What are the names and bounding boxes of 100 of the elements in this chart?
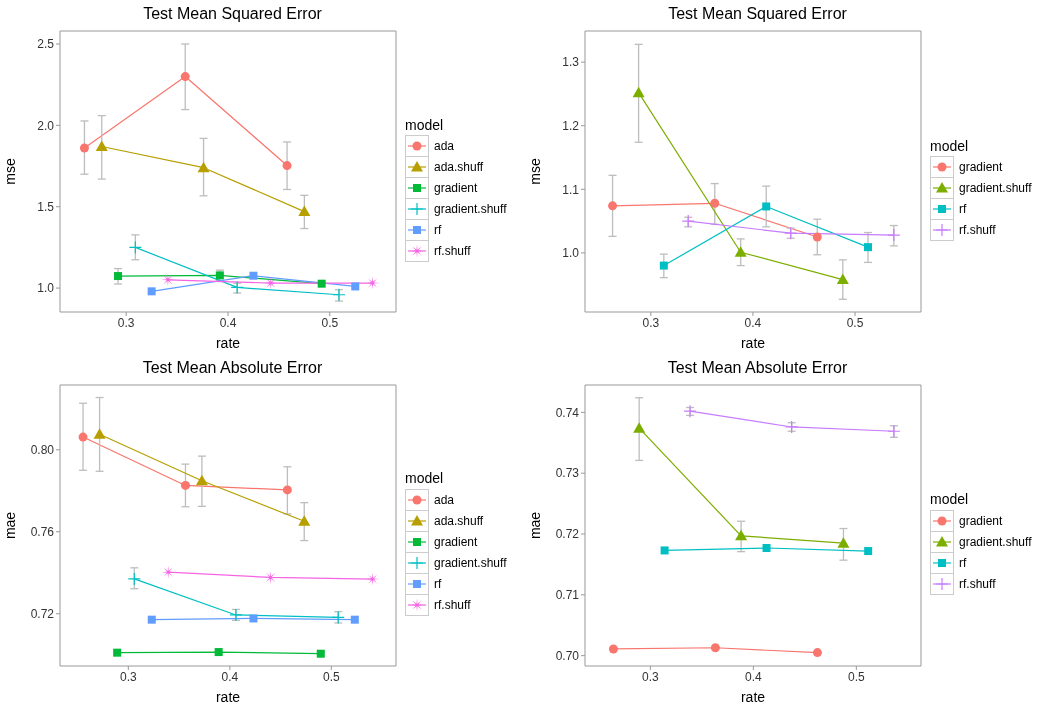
point xyxy=(127,571,141,585)
y-tick-label: 0.74 xyxy=(555,405,580,420)
point xyxy=(249,613,258,622)
point xyxy=(735,529,748,540)
point xyxy=(95,140,108,152)
legend-label: rf xyxy=(959,555,967,570)
point xyxy=(762,202,771,211)
point xyxy=(195,474,208,485)
point xyxy=(147,615,156,624)
legend-label: gradient.shuff xyxy=(959,181,1032,195)
point xyxy=(79,143,89,153)
x-axis-title: rate xyxy=(740,688,766,705)
point xyxy=(837,536,850,548)
point xyxy=(128,240,142,254)
y-tick-label: 2.5 xyxy=(37,37,55,52)
legend-label: rf.shuff xyxy=(434,597,471,612)
x-tick-label: 0.3 xyxy=(642,669,660,684)
y-tick-label: 1.0 xyxy=(562,246,580,261)
legend-label: rf xyxy=(434,576,442,591)
y-tick-label: 1.1 xyxy=(562,182,580,197)
point xyxy=(180,72,190,82)
point xyxy=(608,643,618,653)
point xyxy=(298,205,311,217)
y-axis-title: mae xyxy=(526,511,543,539)
legend-label: rf.shuff xyxy=(959,576,996,591)
y-tick-label: 1.5 xyxy=(37,199,55,214)
x-tick-label: 0.3 xyxy=(119,669,137,684)
point xyxy=(660,545,669,554)
y-tick-label: 0.70 xyxy=(555,648,580,663)
legend-label: gradient xyxy=(434,534,478,549)
point xyxy=(351,282,360,291)
x-tick-label: 0.5 xyxy=(846,315,864,330)
point xyxy=(180,480,190,490)
legend-title: model xyxy=(930,491,970,507)
point xyxy=(836,273,849,285)
point xyxy=(197,161,210,173)
point xyxy=(632,86,645,98)
point xyxy=(214,647,223,656)
y-tick-label: 2.0 xyxy=(37,118,55,133)
chart-title: Test Mean Absolute Error xyxy=(666,357,849,378)
point xyxy=(710,198,720,208)
point xyxy=(317,279,326,288)
point xyxy=(78,432,88,442)
legend-label: ada xyxy=(434,492,455,507)
y-tick-label: 0.72 xyxy=(30,606,55,621)
y-tick-label: 0.73 xyxy=(555,465,580,480)
point xyxy=(113,648,122,657)
chart-title: Test Mean Squared Error xyxy=(142,4,323,24)
legend-label: rf.shuff xyxy=(434,244,471,258)
point xyxy=(282,161,292,171)
x-tick-label: 0.3 xyxy=(642,315,660,330)
x-tick-label: 0.5 xyxy=(321,315,339,330)
y-axis-title: mse xyxy=(1,158,18,185)
legend-label: gradient xyxy=(434,181,478,195)
point xyxy=(147,287,156,296)
legend-label: gradient.shuff xyxy=(959,534,1032,549)
point xyxy=(249,271,258,280)
point xyxy=(762,543,771,552)
x-tick-label: 0.5 xyxy=(322,669,340,684)
legend-title: model xyxy=(930,137,970,154)
x-tick-label: 0.4 xyxy=(219,315,237,330)
legend-label: gradient xyxy=(959,513,1003,528)
y-tick-label: 1.3 xyxy=(562,55,580,70)
point xyxy=(812,647,822,657)
y-tick-label: 1.0 xyxy=(37,281,55,296)
x-tick-label: 0.4 xyxy=(745,669,763,684)
legend-label: gradient xyxy=(959,160,1003,174)
legend-label: gradient.shuff xyxy=(434,202,507,216)
legend-label: rf.shuff xyxy=(959,223,996,237)
y-tick-label: 0.71 xyxy=(555,587,580,602)
legend-label: rf xyxy=(959,202,967,216)
x-axis-title: rate xyxy=(215,688,241,705)
point xyxy=(114,272,123,281)
y-axis-title: mse xyxy=(526,158,543,185)
legend-label: rf xyxy=(434,223,442,237)
point xyxy=(316,649,325,658)
point xyxy=(633,421,646,433)
x-tick-label: 0.5 xyxy=(847,669,865,684)
y-tick-label: 0.80 xyxy=(30,442,55,457)
x-tick-label: 0.4 xyxy=(221,669,239,684)
chart-title: Test Mean Squared Error xyxy=(667,4,848,24)
point xyxy=(887,228,901,242)
y-tick-label: 0.72 xyxy=(555,526,580,541)
y-axis-title: mae xyxy=(1,511,18,539)
point xyxy=(608,201,618,211)
point xyxy=(282,484,292,494)
point xyxy=(734,246,747,257)
legend-label: ada xyxy=(434,139,455,153)
legend-title: model xyxy=(405,116,445,133)
legend-label: ada.shuff xyxy=(434,513,484,528)
point xyxy=(350,615,359,624)
x-tick-label: 0.3 xyxy=(117,315,135,330)
chart-title: Test Mean Absolute Error xyxy=(141,357,324,378)
y-tick-label: 0.76 xyxy=(30,524,55,539)
x-axis-title: rate xyxy=(740,335,766,351)
point xyxy=(812,232,822,242)
y-tick-label: 1.2 xyxy=(562,118,580,133)
x-axis-title: rate xyxy=(215,335,241,351)
point xyxy=(864,546,873,555)
legend-title: model xyxy=(405,470,445,486)
